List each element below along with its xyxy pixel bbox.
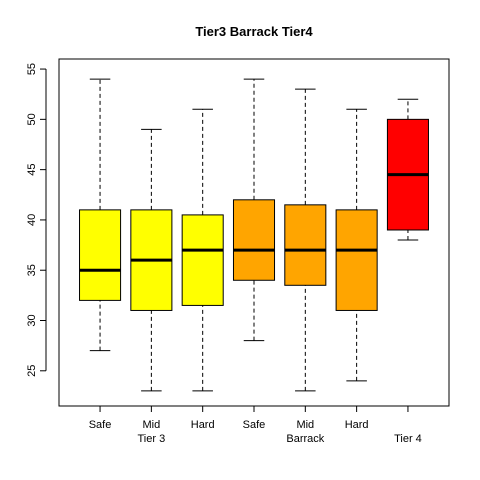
x-axis-labels: Safe Mid Hard Safe Mid Hard Tier 3 Barrack Tier … xyxy=(89,406,422,445)
box-rect xyxy=(79,209,122,301)
x-tick-label: Hard xyxy=(191,419,215,431)
x-tick-label: Hard xyxy=(345,419,369,431)
box-item xyxy=(335,108,378,382)
x-group-label: Tier 3 xyxy=(138,433,166,445)
box-rect xyxy=(232,199,276,281)
box-item xyxy=(130,128,173,392)
box-rect xyxy=(335,209,378,311)
box-rect xyxy=(284,204,327,286)
box-item xyxy=(232,78,276,342)
box-item xyxy=(386,98,429,241)
boxes-group xyxy=(79,78,429,392)
x-group-label: Tier 4 xyxy=(394,433,422,445)
x-tick-label: Safe xyxy=(243,419,266,431)
x-group-label: Barrack xyxy=(286,433,324,445)
y-tick-label: 40 xyxy=(26,214,38,226)
y-tick-label: 35 xyxy=(26,264,38,276)
y-tick-label: 45 xyxy=(26,164,38,176)
box-item xyxy=(284,88,327,392)
x-tick-label: Mid xyxy=(296,419,314,431)
y-tick-label: 50 xyxy=(26,113,38,125)
box-rect xyxy=(181,214,224,306)
chart-title: Tier3 Barrack Tier4 xyxy=(195,24,313,39)
x-tick-label: Safe xyxy=(89,419,112,431)
y-tick-label: 25 xyxy=(26,365,38,377)
x-tick-label: Mid xyxy=(143,419,161,431)
box-item xyxy=(181,108,224,392)
y-tick-label: 30 xyxy=(26,314,38,326)
box-item xyxy=(79,78,122,352)
y-tick-label: 55 xyxy=(26,63,38,75)
y-axis: 25 30 35 40 45 50 55 xyxy=(26,63,47,377)
